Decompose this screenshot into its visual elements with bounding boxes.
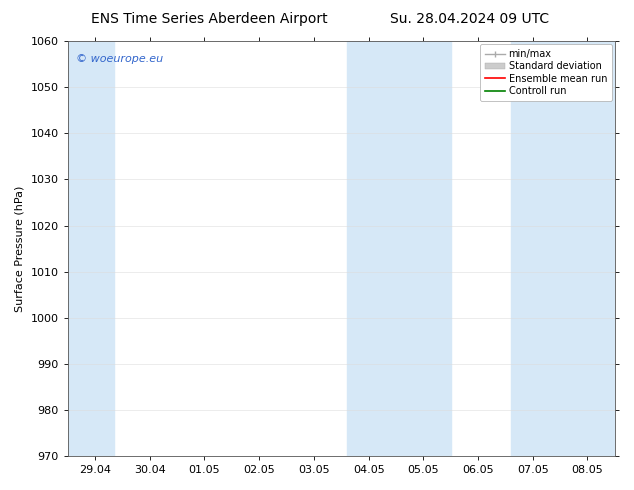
Text: Su. 28.04.2024 09 UTC: Su. 28.04.2024 09 UTC bbox=[390, 12, 548, 26]
Legend: min/max, Standard deviation, Ensemble mean run, Controll run: min/max, Standard deviation, Ensemble me… bbox=[481, 44, 612, 101]
Bar bbox=[511, 41, 615, 456]
Text: ENS Time Series Aberdeen Airport: ENS Time Series Aberdeen Airport bbox=[91, 12, 328, 26]
Bar bbox=[347, 41, 451, 456]
Bar bbox=[68, 41, 114, 456]
Text: © woeurope.eu: © woeurope.eu bbox=[76, 54, 163, 64]
Y-axis label: Surface Pressure (hPa): Surface Pressure (hPa) bbox=[15, 185, 25, 312]
